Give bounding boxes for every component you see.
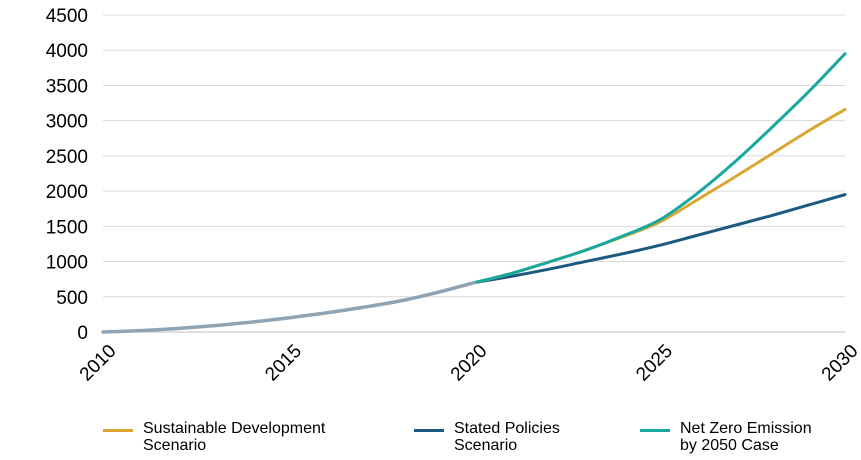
legend-label-nze: Net Zero Emission by 2050 Case xyxy=(680,420,812,454)
legend-label-steps: Stated Policies Scenario xyxy=(454,420,560,454)
legend-swatch-sds xyxy=(103,429,133,432)
legend-item-sds: Sustainable Development Scenario xyxy=(103,420,325,454)
legend-label-sds: Sustainable Development Scenario xyxy=(143,420,326,454)
x-tick-label: 2025 xyxy=(632,341,677,386)
legend-swatch-steps xyxy=(414,429,444,432)
x-tick-label: 2020 xyxy=(447,341,492,386)
y-tick-label: 1000 xyxy=(46,253,88,274)
legend-swatch-nze xyxy=(640,429,670,432)
x-tick-label: 2010 xyxy=(76,341,121,386)
y-tick-label: 500 xyxy=(56,288,88,309)
y-tick-label: 3500 xyxy=(46,76,88,97)
series-line-net-zero xyxy=(472,52,847,285)
y-tick-label: 2500 xyxy=(46,147,88,168)
series-line-sustainable-development xyxy=(472,107,847,285)
series-line-historical xyxy=(101,280,476,334)
x-tick-label: 2015 xyxy=(261,341,306,386)
y-tick-label: 4000 xyxy=(46,41,88,62)
x-tick-label: 2030 xyxy=(818,341,861,386)
y-tick-label: 3000 xyxy=(46,112,88,133)
y-tick-label: 1500 xyxy=(46,217,88,238)
y-tick-label: 2000 xyxy=(46,182,88,203)
y-tick-label: 4500 xyxy=(46,6,88,27)
legend-item-steps: Stated Policies Scenario xyxy=(414,420,560,454)
legend: Sustainable Development Scenario Stated … xyxy=(0,420,861,460)
line-chart: 0 500 1000 1500 2000 2500 3000 3500 4000 4500 2010… xyxy=(46,6,861,386)
series-line-stated-policies xyxy=(472,193,847,285)
y-tick-label: 0 xyxy=(77,323,88,344)
legend-item-nze: Net Zero Emission by 2050 Case xyxy=(640,420,812,454)
